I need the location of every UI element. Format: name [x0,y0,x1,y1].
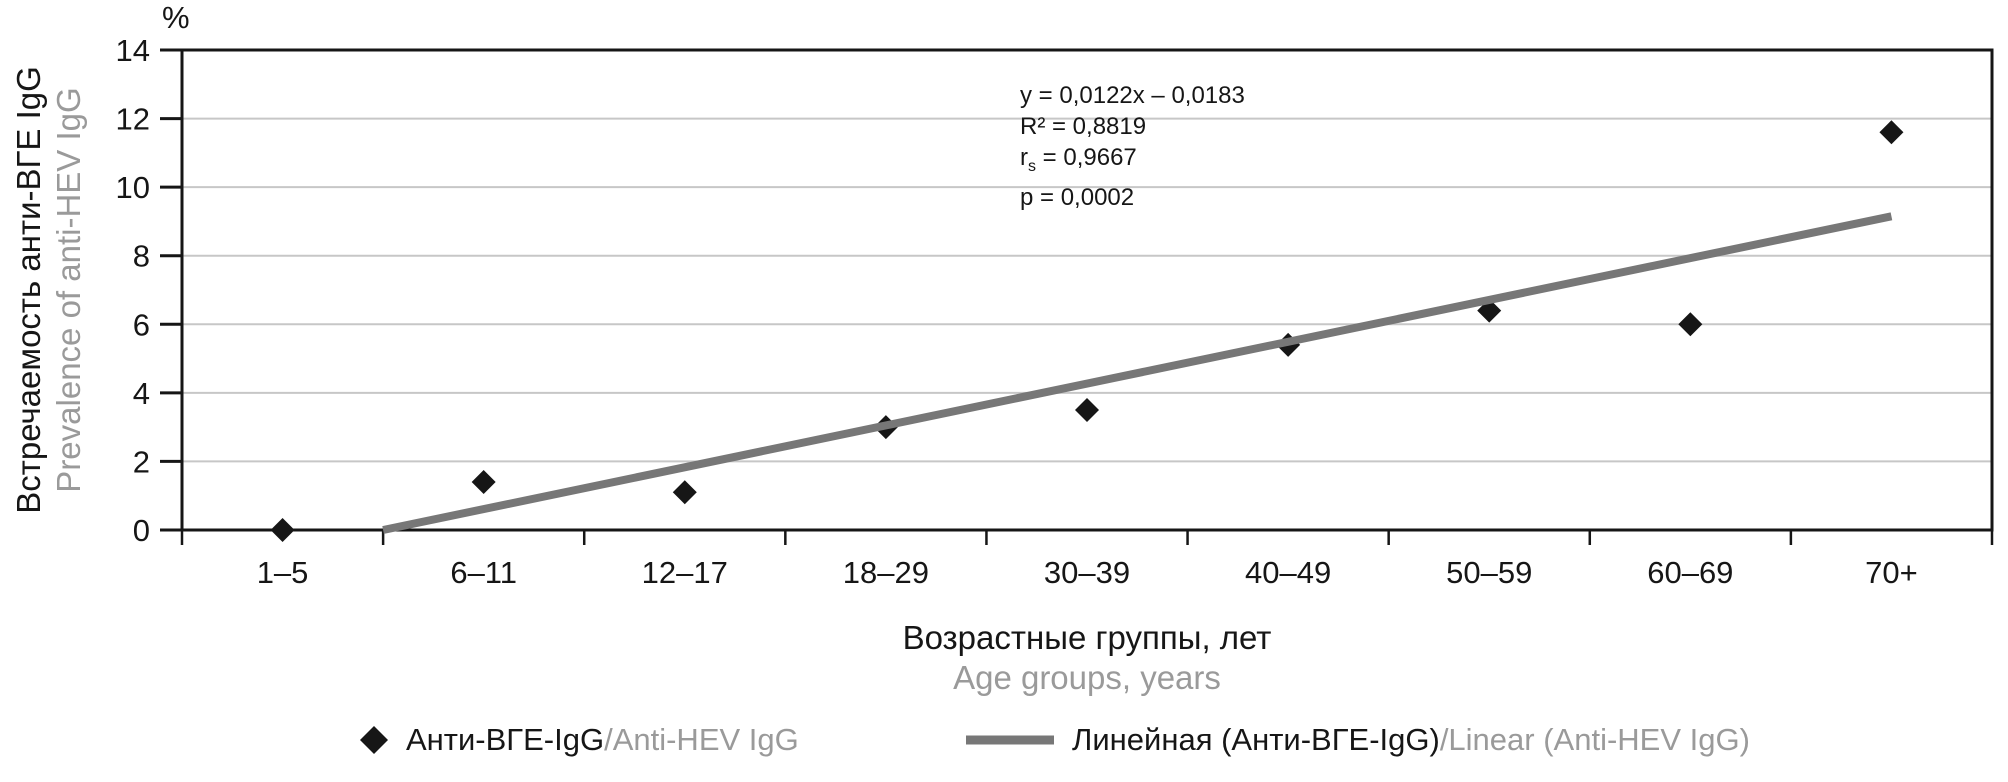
legend-trendline-label: Линейная (Анти-ВГЕ-IgG)/Linear (Anti-HEV… [1072,722,1750,757]
y-tick-label: 4 [133,376,150,411]
legend-item-trendline: Линейная (Анти-ВГЕ-IgG)/Linear (Anti-HEV… [966,716,1750,764]
x-axis-title: Возрастные группы, лет Age groups, years [182,618,1992,698]
diamond-marker-icon [360,726,388,754]
r-squared-text: R² = 0,8819 [1020,113,1147,140]
x-tick-label: 18–29 [843,555,929,590]
p-value-text: p = 0,0002 [1020,183,1135,211]
x-tick-label: 12–17 [642,555,728,590]
spearman-text: rs = 0,9667 [1020,144,1137,175]
x-tick-label: 6–11 [450,555,517,590]
y-tick-label: 6 [133,307,150,342]
data-point [1678,312,1703,337]
y-axis-title-ru: Встречаемость анти-ВГЕ IgG [10,66,47,514]
data-point [672,480,697,505]
x-tick-label: 50–59 [1446,555,1532,590]
y-tick-label: 8 [133,239,150,274]
data-point [270,518,295,542]
trend-line-icon [966,735,1054,745]
data-point [471,470,496,494]
legend-item-series: Анти-ВГЕ-IgG/Anti-HEV IgG [360,716,799,764]
x-axis-title-ru: Возрастные группы, лет [902,619,1272,656]
data-point [1879,120,1904,145]
legend-series-label: Анти-ВГЕ-IgG/Anti-HEV IgG [406,722,799,757]
y-tick-label: 12 [116,102,150,137]
y-axis-title: Встречаемость анти-ВГЕ IgG Prevalence of… [9,66,89,514]
y-tick-label: 10 [116,170,150,205]
x-tick-label: 60–69 [1647,555,1733,590]
equation-text: y = 0,0122x – 0,0183 [1020,82,1245,109]
y-tick-label: 0 [133,513,150,548]
data-point [1075,398,1099,422]
x-tick-label: 70+ [1865,555,1918,590]
x-tick-label: 1–5 [257,555,309,590]
trend-line [382,212,1893,534]
x-tick-label: 30–39 [1044,555,1130,590]
x-tick-label: 40–49 [1245,555,1331,590]
regression-stats: y = 0,0122x – 0,0183 R² = 0,8819 rs = 0,… [1020,80,1245,213]
y-axis-unit-label: % [162,0,190,35]
y-tick-label: 14 [116,33,150,68]
x-axis-title-en: Age groups, years [953,659,1221,696]
y-tick-label: 2 [133,444,150,479]
plot-border [180,48,1994,532]
y-axis-title-en: Prevalence of anti-HEV IgG [50,87,87,493]
